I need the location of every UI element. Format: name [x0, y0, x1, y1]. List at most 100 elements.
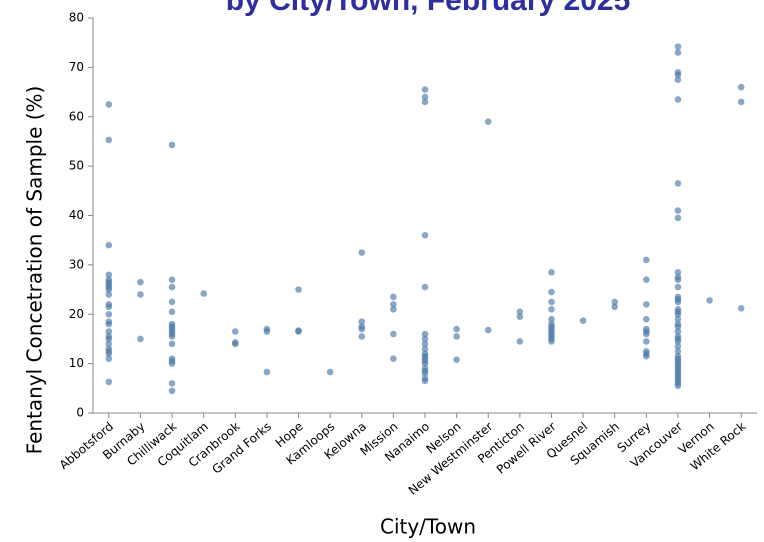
data-point [168, 298, 176, 306]
data-point [421, 370, 429, 377]
data-point [453, 333, 460, 340]
data-point [516, 313, 524, 321]
data-point [168, 380, 176, 387]
data-point [548, 268, 555, 276]
data-point [105, 303, 113, 311]
data-point [548, 288, 555, 296]
data-point [484, 118, 492, 125]
data-point [105, 286, 113, 293]
data-point [674, 43, 682, 50]
data-point [674, 347, 682, 355]
data-point [263, 328, 271, 335]
data-point [137, 291, 144, 298]
data-point [737, 98, 745, 106]
data-point [421, 98, 429, 106]
data-point [168, 308, 176, 316]
data-point [706, 297, 713, 304]
data-point [168, 141, 176, 149]
data-point [674, 298, 682, 306]
y-tick-label: 80 [69, 11, 84, 25]
data-point [674, 76, 682, 84]
data-point [390, 330, 397, 338]
data-point [421, 283, 429, 291]
data-point [421, 86, 429, 93]
data-point [390, 355, 397, 362]
data-point [231, 328, 239, 335]
data-point [390, 306, 397, 313]
data-point [674, 207, 682, 214]
y-tick-label: 50 [69, 159, 84, 173]
data-point [105, 350, 113, 358]
data-point [263, 368, 271, 376]
data-point [643, 352, 650, 360]
y-tick-label: 70 [69, 60, 84, 74]
data-point [643, 315, 650, 323]
data-point [421, 340, 429, 348]
data-point [231, 340, 239, 348]
data-point [516, 308, 524, 316]
y-tick-label: 60 [69, 109, 84, 123]
data-point [137, 278, 144, 286]
y-tick-label: 20 [69, 307, 84, 321]
data-point [737, 305, 745, 312]
data-point [168, 333, 176, 340]
data-point [105, 241, 113, 249]
data-point [548, 338, 555, 345]
data-point [453, 325, 460, 333]
data-point [137, 335, 144, 343]
data-point [548, 306, 555, 313]
data-point [168, 340, 176, 348]
data-point [674, 49, 682, 56]
data-point [611, 303, 619, 311]
data-point [326, 368, 334, 376]
data-point [548, 298, 555, 306]
data-point [674, 96, 682, 103]
data-point [105, 101, 113, 108]
data-point [674, 268, 682, 276]
data-point [168, 276, 176, 283]
data-point [168, 387, 176, 395]
data-point [390, 301, 397, 308]
data-point [674, 283, 682, 291]
data-point [295, 328, 302, 335]
data-point [421, 330, 429, 338]
data-point [105, 340, 113, 348]
data-point [421, 93, 429, 101]
data-point [611, 298, 619, 306]
data-point [168, 283, 176, 291]
data-point [643, 301, 650, 308]
data-point [643, 338, 650, 345]
data-point [674, 180, 682, 187]
x-axis-label: City/Town [380, 515, 476, 539]
data-point [674, 315, 682, 323]
data-point [358, 325, 366, 333]
data-point [674, 323, 682, 330]
data-point [358, 249, 366, 256]
data-point [484, 326, 492, 334]
data-point [105, 328, 113, 335]
data-point [105, 378, 113, 386]
data-point [516, 338, 524, 345]
data-point [674, 214, 682, 222]
data-point [421, 360, 429, 367]
data-point [674, 338, 682, 345]
data-point [358, 318, 366, 325]
data-point [105, 335, 113, 343]
data-point [105, 320, 113, 328]
data-point [453, 356, 460, 363]
data-point [579, 317, 587, 324]
data-point [168, 360, 176, 367]
data-point [674, 382, 682, 390]
data-point [105, 310, 113, 318]
data-point [105, 136, 113, 144]
data-point [200, 290, 207, 297]
data-point [548, 315, 555, 323]
data-point [674, 310, 682, 318]
data-point [737, 83, 745, 91]
data-point [674, 328, 682, 335]
data-point [390, 293, 397, 301]
data-point [421, 335, 429, 343]
y-tick-label: 40 [69, 208, 84, 222]
y-tick-label: 10 [69, 356, 84, 370]
